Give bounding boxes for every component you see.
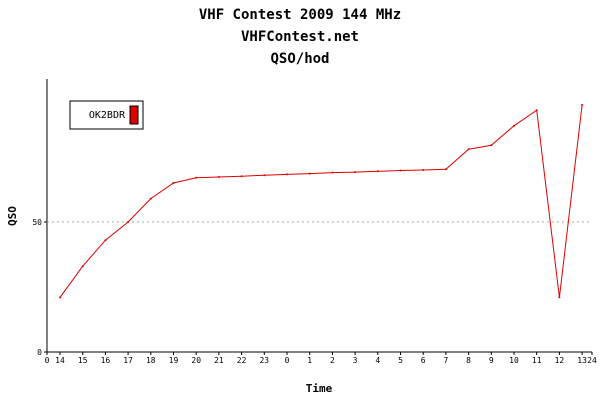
data-point bbox=[331, 171, 334, 174]
x-tick-label: 17 bbox=[123, 356, 133, 365]
y-axis-label: QSO bbox=[6, 206, 19, 226]
legend-entry-label: OK2BDR bbox=[89, 110, 126, 121]
legend: OK2BDR bbox=[69, 100, 144, 130]
data-point bbox=[172, 182, 175, 184]
data-point bbox=[286, 173, 288, 176]
data-point bbox=[513, 124, 515, 127]
x-tick-label: 3 bbox=[353, 356, 358, 365]
series-line-ok2bdr bbox=[59, 104, 583, 298]
x-tick-label: 13 bbox=[577, 356, 587, 365]
data-point bbox=[558, 296, 561, 299]
data-point bbox=[240, 175, 243, 178]
x-tick-label: 12 bbox=[555, 356, 565, 365]
data-point bbox=[354, 171, 357, 174]
data-point bbox=[444, 168, 447, 171]
x-tick-label: 23 bbox=[259, 356, 269, 365]
data-point bbox=[376, 170, 379, 173]
y-tick-label: 50 bbox=[32, 218, 42, 227]
x-tick-label: 4 bbox=[375, 356, 380, 365]
x-tick-label: 5 bbox=[398, 356, 403, 365]
x-tick-label: 1 bbox=[307, 356, 312, 365]
data-point bbox=[195, 176, 198, 179]
chart-subtitle: VHFContest.net bbox=[241, 29, 359, 45]
data-point bbox=[467, 148, 470, 151]
chart-unit-title: QSO/hod bbox=[270, 51, 329, 67]
x-tick-label: 2 bbox=[330, 356, 335, 365]
x-tick-label: 0 bbox=[45, 356, 50, 365]
data-point bbox=[263, 174, 266, 177]
data-point bbox=[59, 296, 61, 299]
y-tick-label: 0 bbox=[37, 348, 42, 357]
data-point bbox=[127, 221, 130, 223]
data-point bbox=[422, 169, 425, 171]
x-tick-label: 10 bbox=[509, 356, 519, 365]
data-point bbox=[535, 109, 538, 112]
data-point bbox=[104, 239, 107, 242]
series-layer bbox=[59, 104, 584, 299]
x-tick-label: 19 bbox=[169, 356, 179, 365]
legend-swatch bbox=[129, 105, 139, 125]
x-axis-label: Time bbox=[306, 382, 333, 395]
data-point bbox=[581, 104, 584, 106]
x-ticks: 0 14 15 16 17 18 19 20 21 22 23 0 1 2 3 4 5 6 7 8 9 10 11 12 13 2… bbox=[45, 352, 597, 365]
x-tick-label: 22 bbox=[237, 356, 247, 365]
x-tick-label: 18 bbox=[146, 356, 156, 365]
x-tick-label: 6 bbox=[421, 356, 426, 365]
x-tick-label: 21 bbox=[214, 356, 224, 365]
x-tick-label: 14 bbox=[55, 356, 65, 365]
data-point bbox=[490, 144, 493, 147]
y-ticks: 0 50 bbox=[32, 218, 47, 357]
data-point bbox=[81, 265, 84, 268]
x-tick-label: 9 bbox=[489, 356, 494, 365]
data-point bbox=[399, 169, 402, 172]
x-tick-label: 24 bbox=[587, 356, 597, 365]
x-tick-label: 11 bbox=[532, 356, 542, 365]
x-tick-label: 15 bbox=[78, 356, 88, 365]
x-tick-label: 16 bbox=[101, 356, 111, 365]
x-tick-label: 0 bbox=[285, 356, 290, 365]
data-point bbox=[308, 172, 311, 175]
chart-title: VHF Contest 2009 144 MHz bbox=[199, 7, 401, 23]
x-tick-label: 20 bbox=[191, 356, 201, 365]
x-tick-label: 8 bbox=[466, 356, 471, 365]
x-tick-label: 7 bbox=[443, 356, 448, 365]
data-point bbox=[149, 197, 152, 200]
data-point bbox=[217, 176, 220, 179]
